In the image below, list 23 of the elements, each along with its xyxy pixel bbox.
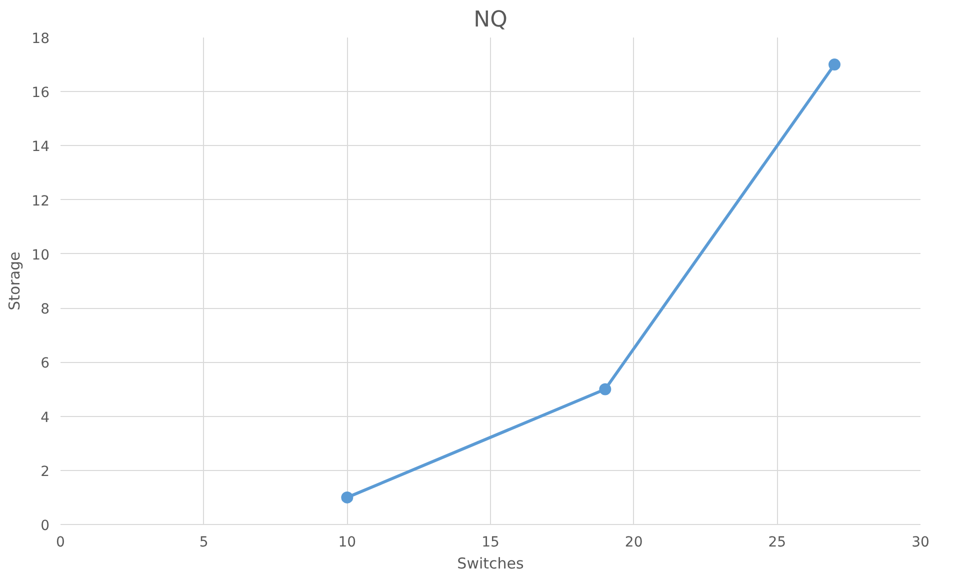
x-tick-label: 10 [338, 534, 356, 550]
y-tick-label: 14 [32, 139, 50, 156]
y-axis-title: Storage [6, 252, 24, 310]
y-tick-label: 8 [40, 302, 50, 318]
y-tick-label: 16 [32, 85, 50, 102]
y-tick-label: 12 [32, 193, 50, 210]
y-tick-label: 6 [40, 356, 50, 372]
y-tick-label: 18 [32, 31, 50, 47]
y-tick-label: 10 [32, 247, 50, 264]
x-axis-title: Switches [457, 554, 524, 572]
point [828, 58, 840, 71]
point [599, 383, 612, 396]
chart-title: NQ [474, 8, 508, 32]
x-tick-label: 15 [482, 534, 500, 550]
x-tick-label: 30 [912, 534, 930, 550]
x-tick-label: 20 [624, 534, 643, 550]
x-tick-label: 25 [768, 534, 786, 550]
x-tick-label: 5 [199, 534, 208, 550]
y-tick-label: 0 [40, 518, 50, 534]
x-tick-label: 0 [56, 534, 65, 550]
y-tick-label: 2 [40, 464, 50, 480]
point [341, 491, 354, 504]
y-tick-label: 4 [40, 410, 50, 426]
